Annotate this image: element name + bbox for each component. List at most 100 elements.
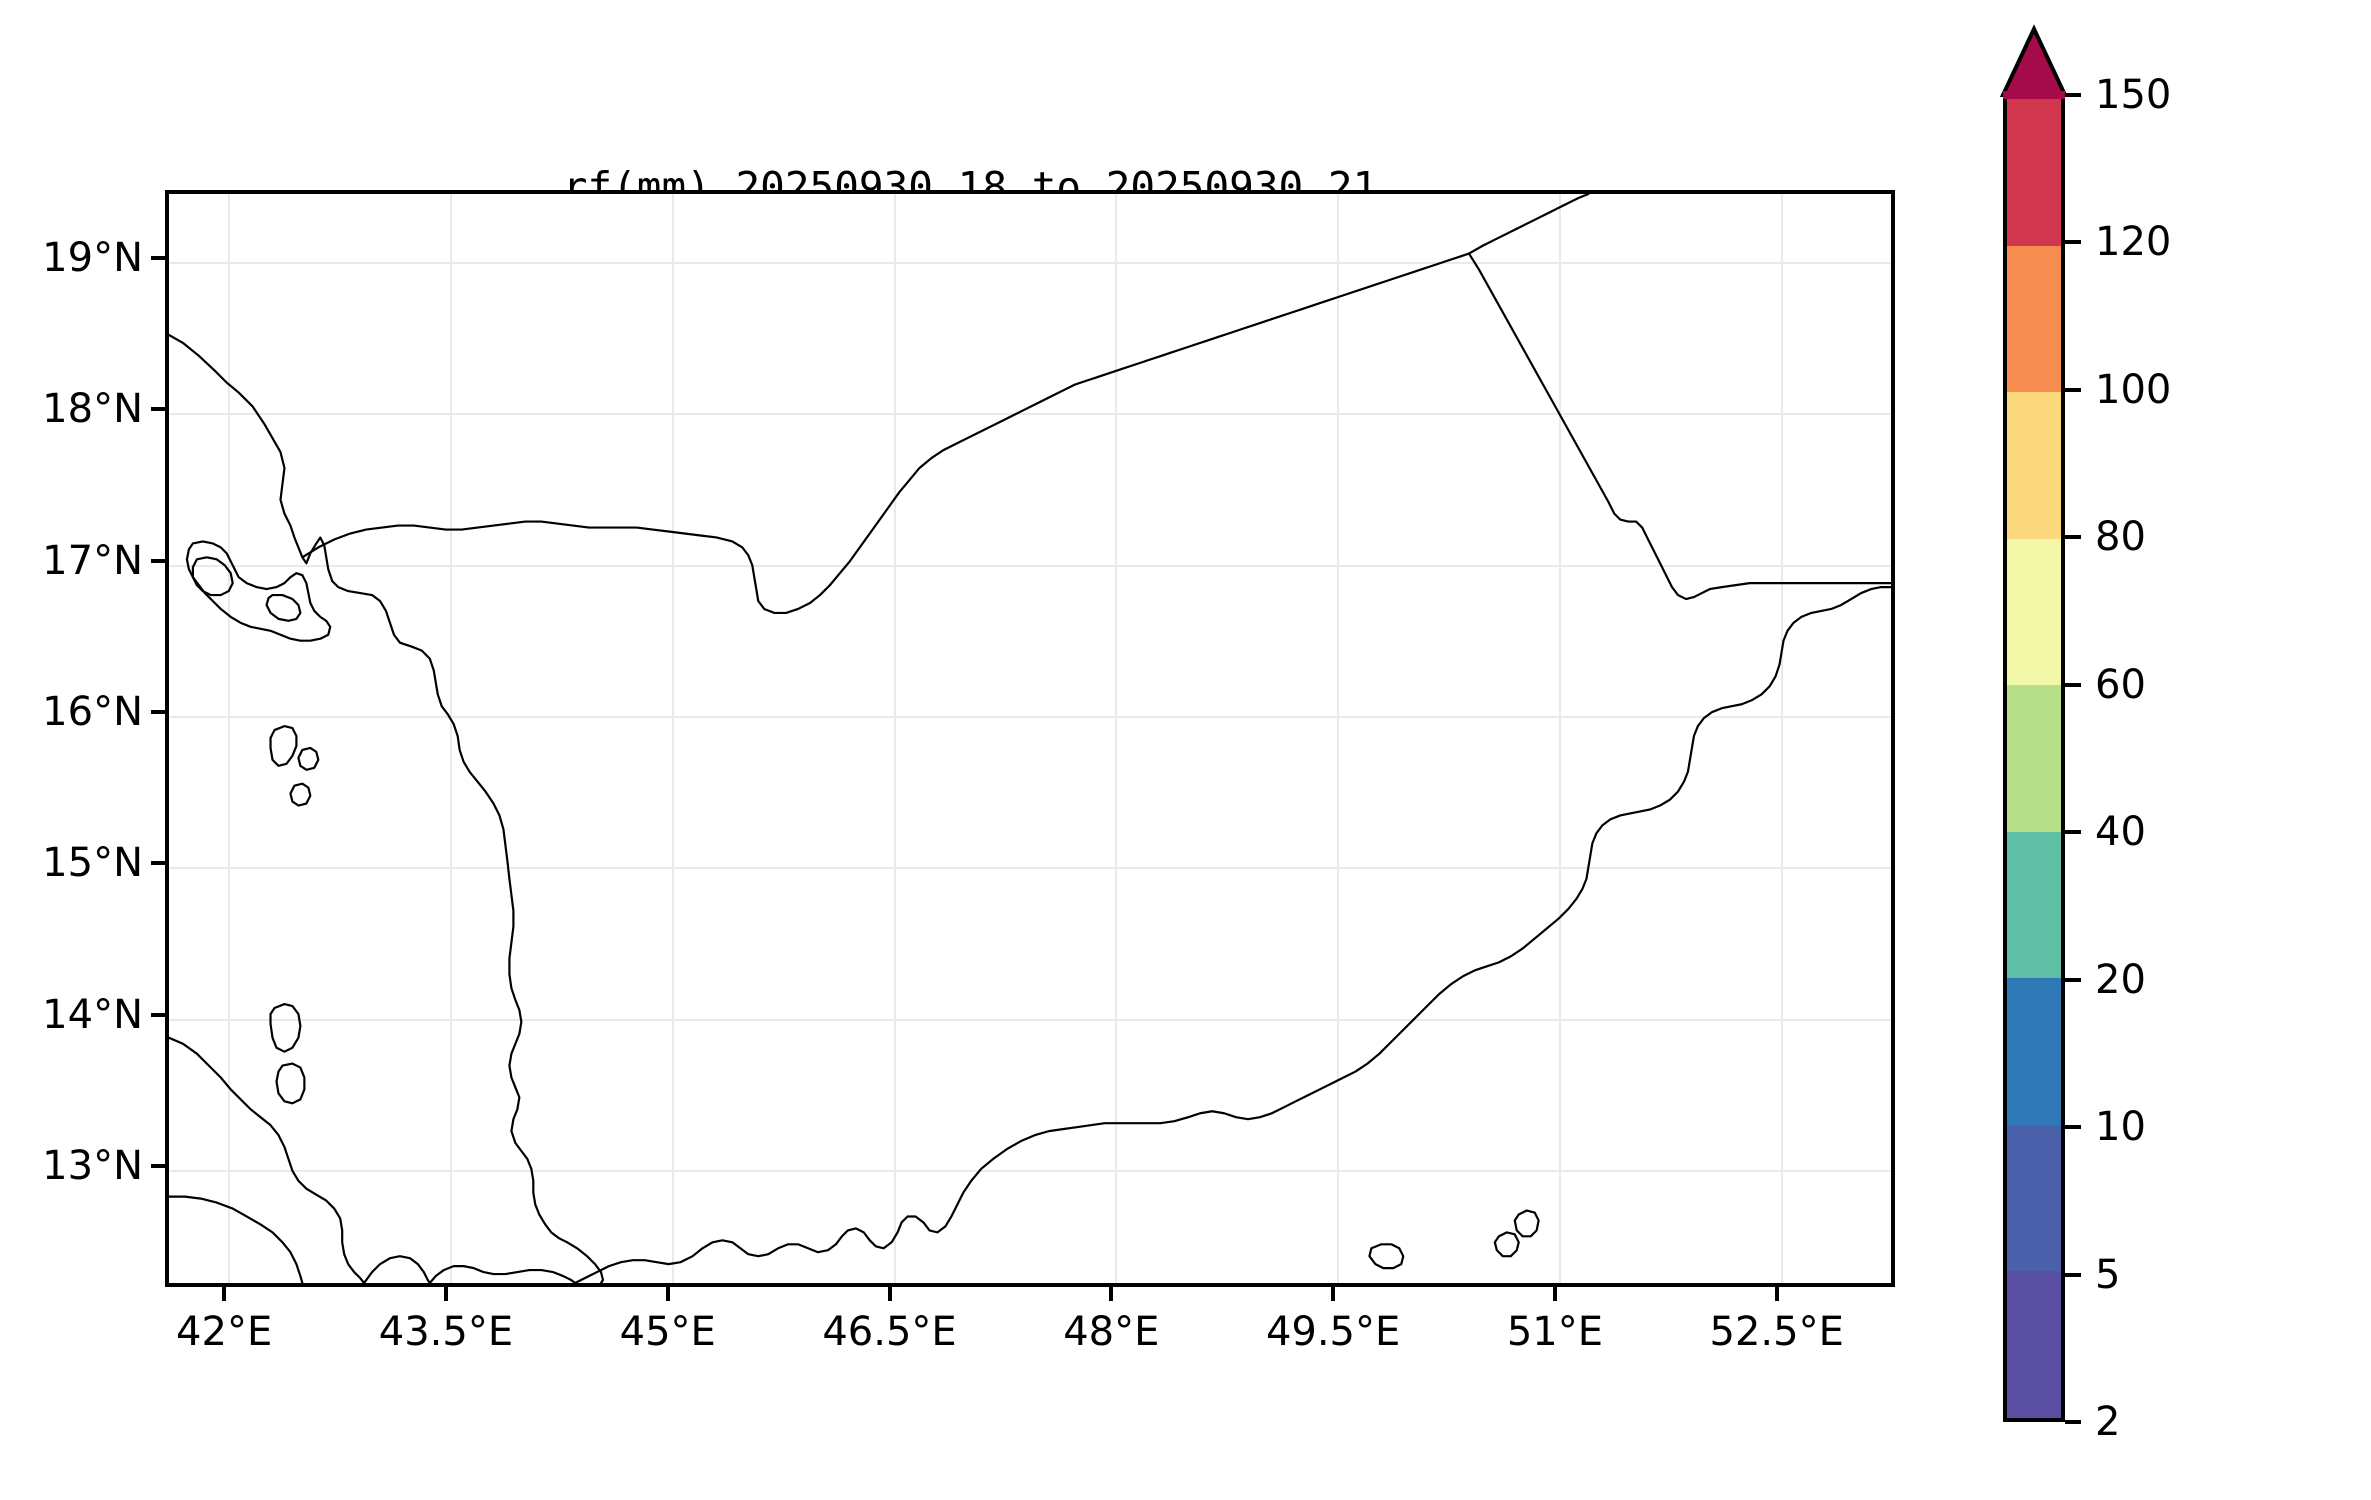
colorbar-tick-label: 150: [2095, 72, 2172, 118]
x-tick-mark: [222, 1287, 227, 1301]
coastline-island-small-a: [297, 746, 320, 771]
colorbar-tick-label: 10: [2095, 1104, 2146, 1151]
gridline-vertical: [1337, 194, 1340, 1283]
colorbar-tick-label: 80: [2095, 514, 2146, 561]
coastline-island-kamaran: [269, 724, 298, 767]
gridline-vertical: [449, 194, 452, 1283]
colorbar-tick-label: 60: [2095, 661, 2146, 708]
colorbar-tick-mark: [2065, 535, 2081, 540]
coastline-africa-east: [169, 1036, 366, 1283]
coastline-gulf-of-aden-main: [574, 586, 1891, 1283]
colorbar-tick-label: 20: [2095, 956, 2146, 1003]
x-tick-label: 48°E: [1063, 1309, 1160, 1355]
x-tick-mark: [443, 1287, 448, 1301]
colorbar-band: [2007, 1271, 2061, 1418]
colorbar-band: [2007, 1124, 2061, 1272]
coastline-island-se-2: [1493, 1231, 1520, 1258]
y-tick-mark: [151, 256, 165, 261]
gridline-horizontal: [169, 1018, 1891, 1021]
colorbar-band: [2007, 538, 2061, 686]
geography-layer: [169, 194, 1891, 1283]
colorbar-tick-mark: [2065, 1125, 2081, 1130]
colorbar-band: [2007, 685, 2061, 832]
x-tick-label: 51°E: [1506, 1309, 1603, 1355]
gridline-vertical: [1558, 194, 1561, 1283]
gridline-horizontal: [169, 867, 1891, 870]
colorbar-tick-mark: [2065, 682, 2081, 687]
coastline-island-se-1: [1368, 1243, 1405, 1270]
colorbar-band: [2007, 245, 2061, 393]
x-tick-mark: [665, 1287, 670, 1301]
colorbar-tick-label: 100: [2095, 366, 2172, 413]
map-plot-area: [165, 190, 1895, 1287]
y-tick-label: 13°N: [42, 1142, 143, 1189]
colorbar-bands: [2003, 95, 2065, 1422]
y-tick-label: 17°N: [42, 537, 143, 584]
colorbar-band: [2007, 978, 2061, 1125]
coastline-djibouti: [362, 1255, 431, 1283]
colorbar-tick-label: 5: [2095, 1251, 2121, 1298]
coastline-island-se-3: [1513, 1209, 1540, 1238]
colorbar-tick-mark: [2065, 1272, 2081, 1277]
y-tick-mark: [151, 861, 165, 866]
colorbar-tick-mark: [2065, 387, 2081, 392]
x-tick-label: 42°E: [176, 1309, 273, 1355]
colorbar-tick-mark: [2065, 830, 2081, 835]
colorbar-tick-mark: [2065, 240, 2081, 245]
y-tick-label: 18°N: [42, 386, 143, 433]
gridline-vertical: [1115, 194, 1118, 1283]
x-tick-label: 49.5°E: [1265, 1309, 1401, 1355]
y-tick-mark: [151, 1163, 165, 1168]
gridline-horizontal: [169, 1169, 1891, 1172]
border-saudi-oman: [1467, 194, 1590, 255]
y-tick-mark: [151, 407, 165, 412]
x-tick-mark: [887, 1287, 892, 1301]
coastline-red-sea-north: [169, 333, 569, 1244]
colorbar-band: [2007, 392, 2061, 539]
colorbar[interactable]: 2 5 10 20 40 60 80 100 120 150: [1999, 24, 2171, 1445]
y-tick-mark: [151, 558, 165, 563]
colorbar-band: [2007, 831, 2061, 979]
gridline-horizontal: [169, 564, 1891, 567]
y-tick-label: 14°N: [42, 991, 143, 1038]
x-tick-mark: [1331, 1287, 1336, 1301]
y-tick-label: 16°N: [42, 689, 143, 736]
x-tick-mark: [1774, 1287, 1779, 1301]
colorbar-tick-mark: [2065, 93, 2081, 97]
gridline-vertical: [1780, 194, 1783, 1283]
x-tick-label: 45°E: [619, 1309, 716, 1355]
border-yemen-oman: [1467, 252, 1711, 601]
coastline-island-hanish: [269, 1002, 302, 1053]
coastline-farasan-small-1: [191, 556, 234, 597]
coastline-farasan-small-2: [265, 593, 302, 622]
x-tick-label: 43.5°E: [378, 1309, 514, 1355]
y-tick-label: 19°N: [42, 235, 143, 282]
gridline-horizontal: [169, 413, 1891, 416]
y-tick-mark: [151, 710, 165, 715]
x-tick-mark: [1109, 1287, 1114, 1301]
colorbar-tick-label: 2: [2095, 1399, 2121, 1445]
colorbar-band: [2007, 99, 2061, 246]
colorbar-over-arrow: [1999, 24, 2069, 99]
x-tick-label: 52.5°E: [1709, 1309, 1844, 1355]
colorbar-tick-mark: [2065, 1420, 2081, 1424]
y-tick-mark: [151, 1012, 165, 1017]
x-tick-mark: [1552, 1287, 1557, 1301]
x-tick-label: 46.5°E: [822, 1309, 957, 1355]
coastline-farasan-main: [185, 540, 332, 642]
coastline-oman-east: [1708, 582, 1891, 591]
colorbar-tick-label: 120: [2095, 219, 2172, 266]
colorbar-tick-mark: [2065, 977, 2081, 982]
border-africa-inland: [169, 1195, 304, 1283]
gridline-vertical: [893, 194, 896, 1283]
gridline-horizontal: [169, 262, 1891, 265]
coastline-island-zuqar: [275, 1062, 306, 1105]
gridline-vertical: [671, 194, 674, 1283]
gridline-horizontal: [169, 716, 1891, 719]
y-tick-label: 15°N: [42, 840, 143, 887]
coastline-island-small-b: [289, 782, 312, 807]
colorbar-tick-label: 40: [2095, 809, 2146, 856]
coastline-gulf-of-aden-west: [428, 1241, 605, 1283]
gridline-vertical: [228, 194, 231, 1283]
